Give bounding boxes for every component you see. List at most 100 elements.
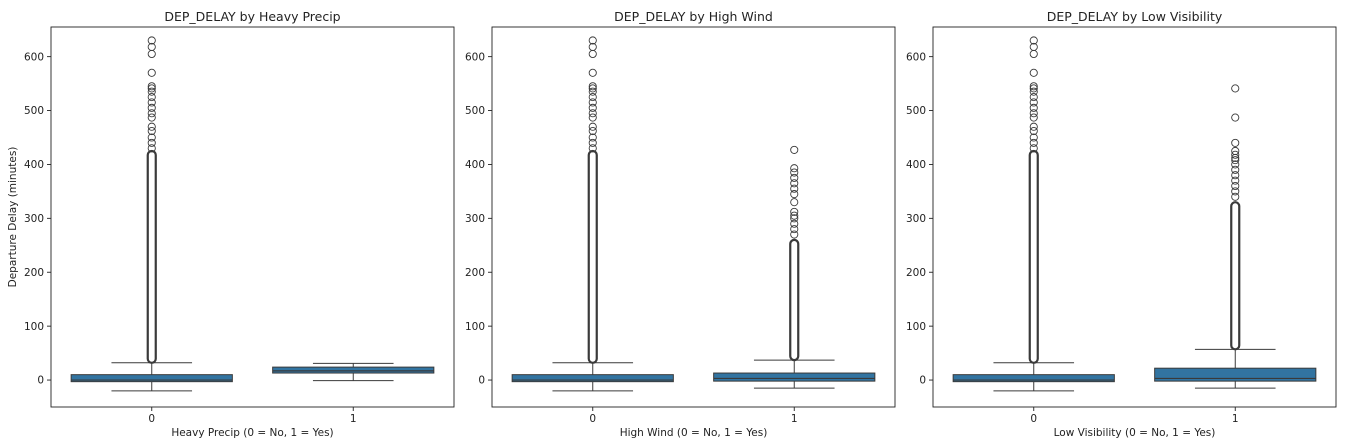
y-tick-label: 500 [24,105,44,117]
outlier-point [1231,187,1240,196]
y-tick-label: 200 [465,267,485,279]
outlier-point [147,82,156,91]
panel-title: DEP_DELAY by Heavy Precip [164,9,340,24]
y-tick-label: 400 [906,159,926,171]
box-1 [1154,84,1317,389]
outlier-point [1231,165,1240,174]
outlier-point [1029,49,1038,59]
outlier-point [588,36,597,45]
outlier-point [1231,176,1240,185]
outlier-point [147,93,156,102]
y-tick-label: 0 [37,375,44,387]
outlier-point [790,173,799,182]
axes-frame [932,26,1337,408]
outlier-point [588,98,597,107]
outlier-point [588,133,597,142]
outlier-point [147,36,156,45]
outlier-point [588,144,597,153]
panel-title: DEP_DELAY by High Wind [614,9,773,24]
y-tick-label: 100 [906,321,926,333]
outlier-point [147,68,156,77]
outlier-point [147,138,156,147]
x-tick-label: 0 [148,413,155,425]
outlier-point [588,126,597,136]
outlier-point [588,122,597,131]
outlier-point [1231,160,1240,169]
outlier-dense-band [789,238,800,362]
outlier-point [147,113,156,122]
outlier-point [1231,192,1240,201]
y-tick-label: 600 [24,51,44,63]
outlier-point [790,219,799,228]
y-tick-label: 400 [24,159,44,171]
panel-1: DEP_DELAY by High Wind 0 100 200 300 400 500 60… [465,9,896,439]
outlier-point [790,145,799,154]
outlier-point [1029,103,1038,112]
box-iqr [70,374,233,383]
outlier-point [147,103,156,112]
x-tick-label: 1 [1232,413,1239,425]
outlier-point [790,190,799,199]
outlier-point [1029,126,1038,136]
outlier-point [147,122,156,131]
y-tick-label: 300 [24,213,44,225]
outlier-point [588,103,597,112]
outlier-point [790,164,799,173]
outlier-point [588,93,597,102]
y-tick-label: 300 [465,213,485,225]
outlier-point [1231,146,1240,156]
outlier-point [588,42,597,51]
outlier-point [588,113,597,122]
y-tick-label: 300 [906,213,926,225]
x-tick-label: 0 [589,413,596,425]
panel-0: DEP_DELAY by Heavy Precip 0 100 200 300 400 50… [7,9,455,439]
outlier-point [147,84,156,93]
outlier-point [1231,113,1240,122]
y-tick-label: 600 [465,51,485,63]
outlier-point [790,211,799,220]
outlier-point [1231,84,1240,93]
outlier-point [147,133,156,142]
box-iqr [272,366,435,374]
x-tick-label: 1 [350,413,357,425]
outlier-point [588,82,597,91]
outlier-point [147,42,156,51]
outlier-point [1231,138,1240,147]
box-0 [952,36,1115,392]
box-iqr [1154,367,1317,382]
outlier-point [1029,144,1038,153]
outlier-point [790,207,799,216]
outlier-dense-band [146,149,157,364]
outlier-point [790,179,799,188]
x-axis-label: High Wind (0 = No, 1 = Yes) [620,427,768,439]
y-tick-label: 100 [465,321,485,333]
y-tick-label: 200 [24,267,44,279]
x-tick-label: 1 [791,413,798,425]
box-1 [713,145,876,389]
y-tick-label: 500 [465,105,485,117]
y-tick-label: 0 [919,375,926,387]
outlier-point [1029,109,1038,118]
outlier-point [147,144,156,153]
outlier-point [588,84,597,93]
x-tick-label: 0 [1030,413,1037,425]
outlier-dense-band [587,149,598,364]
outlier-point [790,168,799,177]
box-iqr [511,374,674,383]
outlier-point [1029,68,1038,77]
axes-frame [491,26,896,408]
y-tick-label: 100 [24,321,44,333]
outlier-point [790,225,799,234]
y-axis-label: Departure Delay (minutes) [7,147,19,288]
outlier-point [1029,133,1038,142]
outlier-point [1231,156,1240,165]
outlier-dense-band [1230,201,1241,351]
x-axis-label: Heavy Precip (0 = No, 1 = Yes) [171,427,333,439]
outlier-point [1231,150,1240,159]
outlier-point [147,49,156,59]
y-tick-label: 400 [465,159,485,171]
outlier-point [588,87,597,96]
outlier-point [790,230,799,239]
outlier-point [588,49,597,59]
outlier-point [1029,113,1038,122]
